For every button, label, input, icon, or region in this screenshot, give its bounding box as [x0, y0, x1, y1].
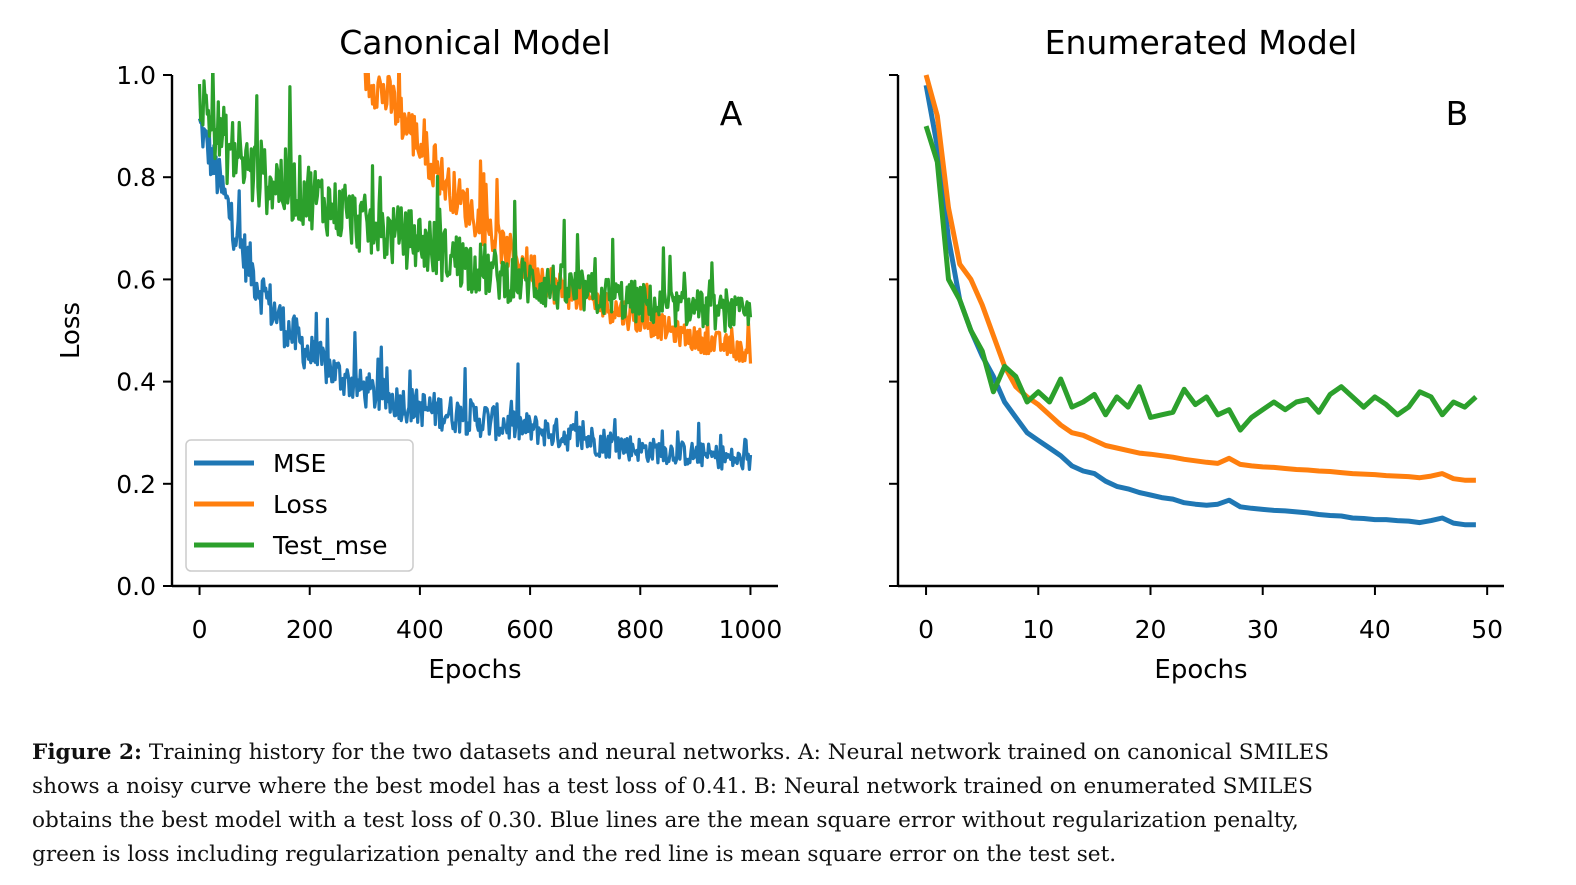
series-line-test-mse [197, 73, 753, 333]
y-axis-label: Loss [56, 302, 86, 359]
legend-entry: MSE [273, 449, 326, 478]
x-tick-label: 30 [1247, 615, 1279, 644]
x-tick-label: 800 [616, 615, 664, 644]
x-axis-label: Epochs [428, 655, 521, 685]
y-tick-label: 0.6 [116, 265, 156, 294]
legend-entry: Test_mse [272, 531, 388, 560]
chart-title: Canonical Model [339, 23, 611, 62]
caption-line-4: green is loss including regularization p… [32, 842, 1117, 867]
x-tick-label: 40 [1359, 615, 1391, 644]
panel-b: Enumerated Model Epochs 0 10 20 30 40 50 B [889, 23, 1504, 685]
x-tick-label: 1000 [719, 615, 783, 644]
legend-box [185, 439, 414, 572]
y-tick-label: 0.2 [116, 470, 156, 499]
caption-line-2: shows a noisy curve where the best model… [32, 774, 1313, 799]
x-tick-label: 600 [506, 615, 554, 644]
caption-line-1: Figure 2: Training history for the two d… [32, 736, 1532, 770]
x-tick-label: 0 [192, 615, 208, 644]
caption-text-1: Training history for the two datasets an… [148, 740, 1330, 765]
x-tick-label: 400 [396, 615, 444, 644]
x-tick-label: 200 [286, 615, 334, 644]
x-tick-label: 20 [1135, 615, 1167, 644]
x-tick-label: 10 [1022, 615, 1054, 644]
caption-line-3: obtains the best model with a test loss … [32, 808, 1299, 833]
series-line-mse [197, 118, 753, 471]
panel-label: A [720, 94, 743, 133]
y-tick-label: 0.4 [116, 368, 156, 397]
legend-entry: Loss [273, 490, 328, 519]
series-line-loss [363, 73, 753, 364]
x-tick-label: 0 [918, 615, 934, 644]
chart-title: Enumerated Model [1045, 23, 1358, 62]
x-axis-label: Epochs [1154, 655, 1247, 685]
series-line-mse [923, 84, 1476, 528]
series-line-test-mse [923, 125, 1478, 433]
legend: MSE Loss Test_mse [185, 439, 414, 572]
x-tick-label: 50 [1471, 615, 1503, 644]
panel-a: Canonical Model Epochs Loss 0 200 400 600 800 10… [56, 23, 782, 685]
y-tick-label: 1.0 [116, 61, 156, 90]
caption-label: Figure 2: [32, 740, 142, 765]
figure-caption: Figure 2: Training history for the two d… [32, 736, 1532, 872]
y-tick-label: 0.0 [116, 572, 156, 601]
panel-label: B [1446, 94, 1469, 133]
y-tick-label: 0.8 [116, 163, 156, 192]
series-line-loss [923, 74, 1476, 483]
